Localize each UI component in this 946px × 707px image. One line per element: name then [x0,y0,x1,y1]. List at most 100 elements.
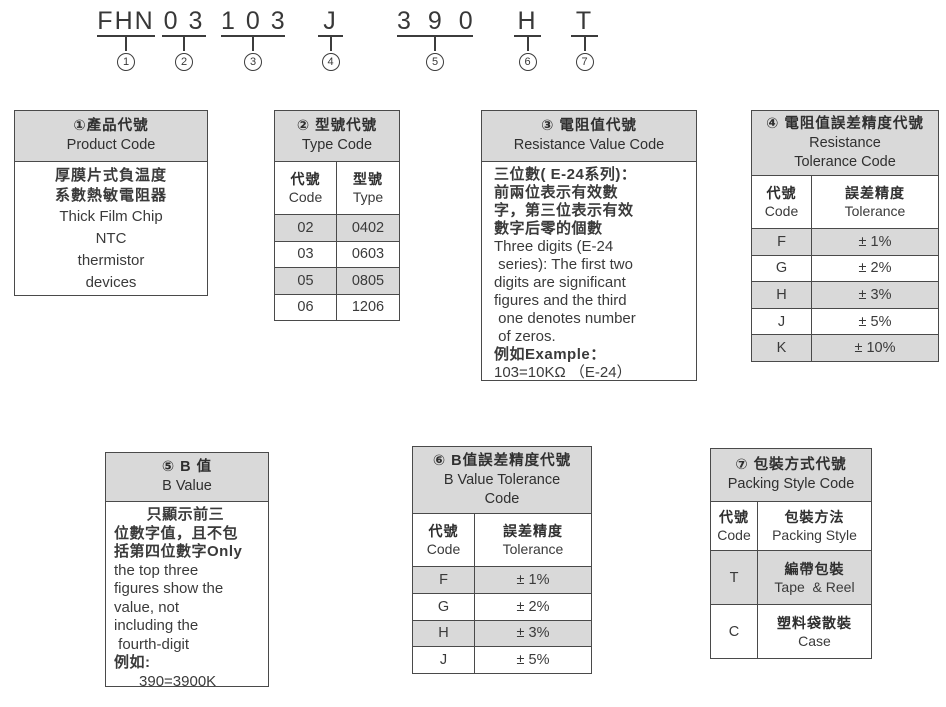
header-line-zh: ③ 電阻值代號 [541,118,637,134]
code-value: H [438,625,449,642]
header-line-zh: ⑥ B值誤差精度代號 [432,452,572,469]
body-line: 位數字值，且不包 [114,524,239,542]
tolerance-value: ± 2% [858,260,892,277]
code-value: K [776,340,787,357]
column-header-code: 代號 Code [711,502,758,550]
column-header-packing-style: 包裝方法 Packing Style [758,502,871,550]
table-row: 03 0603 [275,241,399,268]
code-cell: H [413,620,475,647]
product-code-box: ①產品代號 Product Code 厚膜片式負温度 系數熱敏電阻器 Thick… [14,110,208,296]
table-row: J ± 5% [752,308,938,336]
body-line: thermistor [77,252,145,269]
underline [162,35,206,37]
tolerance-cell: ± 3% [475,621,591,647]
part-number-segment-1: FHN 1 [97,8,155,71]
packing-style-en: Case [798,632,831,649]
column-label-zh: 型號 [353,171,383,187]
packing-style-zh: 塑料袋散裝 [777,614,852,631]
tolerance-value: ± 5% [858,313,892,330]
part-number-segment-3: 1 0 3 3 [221,8,285,71]
code-value: G [437,598,450,615]
column-label-zh: 包裝方法 [784,509,845,525]
type-cell: 1206 [337,295,399,321]
column-label-en: Code [764,203,799,219]
code-cell: K [752,335,812,361]
table-row: F ± 1% [752,229,938,256]
code-value: 03 [297,246,314,263]
column-label-zh: 誤差精度 [503,523,563,539]
code-value: T [729,569,739,586]
header-line-en: Product Code [66,137,156,153]
underline [318,35,343,37]
column-label-en: Code [426,541,461,557]
box-header: ② 型號代號 Type Code [275,111,399,162]
body-line: 103=10KΩ （E-24） [494,364,632,381]
box-header: ⑦ 包裝方式代號 Packing Style Code [711,449,871,502]
body-line: 例如: [114,654,151,671]
type-value: 1206 [351,299,385,316]
type-cell: 0805 [337,268,399,294]
box-header: ⑥ B值誤差精度代號 B Value Tolerance Code [413,447,591,514]
pointer-line [125,37,127,51]
column-label-zh: 代號 [766,185,797,201]
pointer-line [526,37,529,51]
code-value: 06 [297,299,314,316]
body-line: figures and the third [494,292,627,309]
table-row: K ± 10% [752,335,938,361]
column-header-row: 代號 Code 誤差精度 Tolerance [413,514,591,567]
header-line-zh: ④ 電阻值誤差精度代號 [766,115,924,132]
box-header: ③ 電阻值代號 Resistance Value Code [482,111,696,162]
resistance-value-code-box: ③ 電阻值代號 Resistance Value Code 三位數( E-24系… [481,110,697,381]
code-cell: G [413,593,475,620]
body-line: 括第四位數字Only [114,543,243,560]
part-number-code: FHN [97,7,155,35]
box-body: 厚膜片式負温度 系數熱敏電阻器 Thick Film Chip NTC ther… [15,162,207,298]
packing-style-cell: 塑料袋散裝 Case [758,605,871,658]
column-header-row: 代號 Code 型號 Type [275,162,399,215]
packing-style-code-box: ⑦ 包裝方式代號 Packing Style Code 代號 Code 包裝方法… [710,448,872,659]
code-cell: 03 [275,241,337,267]
box-body: 只顯示前三 位數字值，且不包 括第四位數字Only the top three … [106,502,268,695]
type-value: 0402 [351,219,385,236]
tolerance-value: ± 10% [854,340,896,357]
part-number-segment-7: T 7 [571,8,598,71]
box-header: ①產品代號 Product Code [15,111,207,162]
column-header-row: 代號 Code 包裝方法 Packing Style [711,502,871,551]
body-line: Three digits (E-24 [494,238,614,255]
type-cell: 0603 [337,242,399,268]
code-value: F [439,571,448,588]
box-header: ④ 電阻值誤差精度代號 Resistance Tolerance Code [752,111,938,176]
circled-number: 5 [426,53,444,71]
header-line-en: Resistance Value Code [513,137,665,153]
tolerance-cell: ± 1% [812,229,938,255]
body-line: 系數熱敏電阻器 [54,187,167,204]
header-line-en: Type Code [301,137,373,153]
packing-style-cell: 編帶包裝 Tape & Reel [758,551,871,604]
pointer-line [434,37,436,51]
code-cell: T [711,551,758,604]
circled-number: 7 [575,53,594,71]
pointer-line [583,37,586,51]
code-value: G [775,260,788,277]
table-row: J ± 5% [413,647,591,673]
underline [221,35,285,37]
column-label-en: Type [352,189,384,205]
b-value-tolerance-code-box: ⑥ B值誤差精度代號 B Value Tolerance Code 代號 Cod… [412,446,592,674]
tolerance-cell: ± 3% [812,282,938,308]
pointer-line [252,37,254,51]
table-row: G ± 2% [752,255,938,283]
circled-number: 6 [518,53,537,71]
column-label-zh: 代號 [290,171,321,187]
underline [571,35,598,37]
tolerance-cell: ± 2% [812,256,938,282]
type-value: 0603 [351,246,385,263]
header-line-zh: ② 型號代號 [296,118,378,134]
tolerance-cell: ± 5% [475,647,591,673]
header-line-en: Tolerance Code [794,153,896,170]
circled-number: 2 [175,53,193,71]
tolerance-value: ± 1% [858,233,892,250]
column-header-code: 代號 Code [752,176,812,228]
part-number-code: 1 0 3 [221,7,287,35]
type-value: 0805 [351,272,385,289]
header-line-en: B Value [162,478,212,494]
